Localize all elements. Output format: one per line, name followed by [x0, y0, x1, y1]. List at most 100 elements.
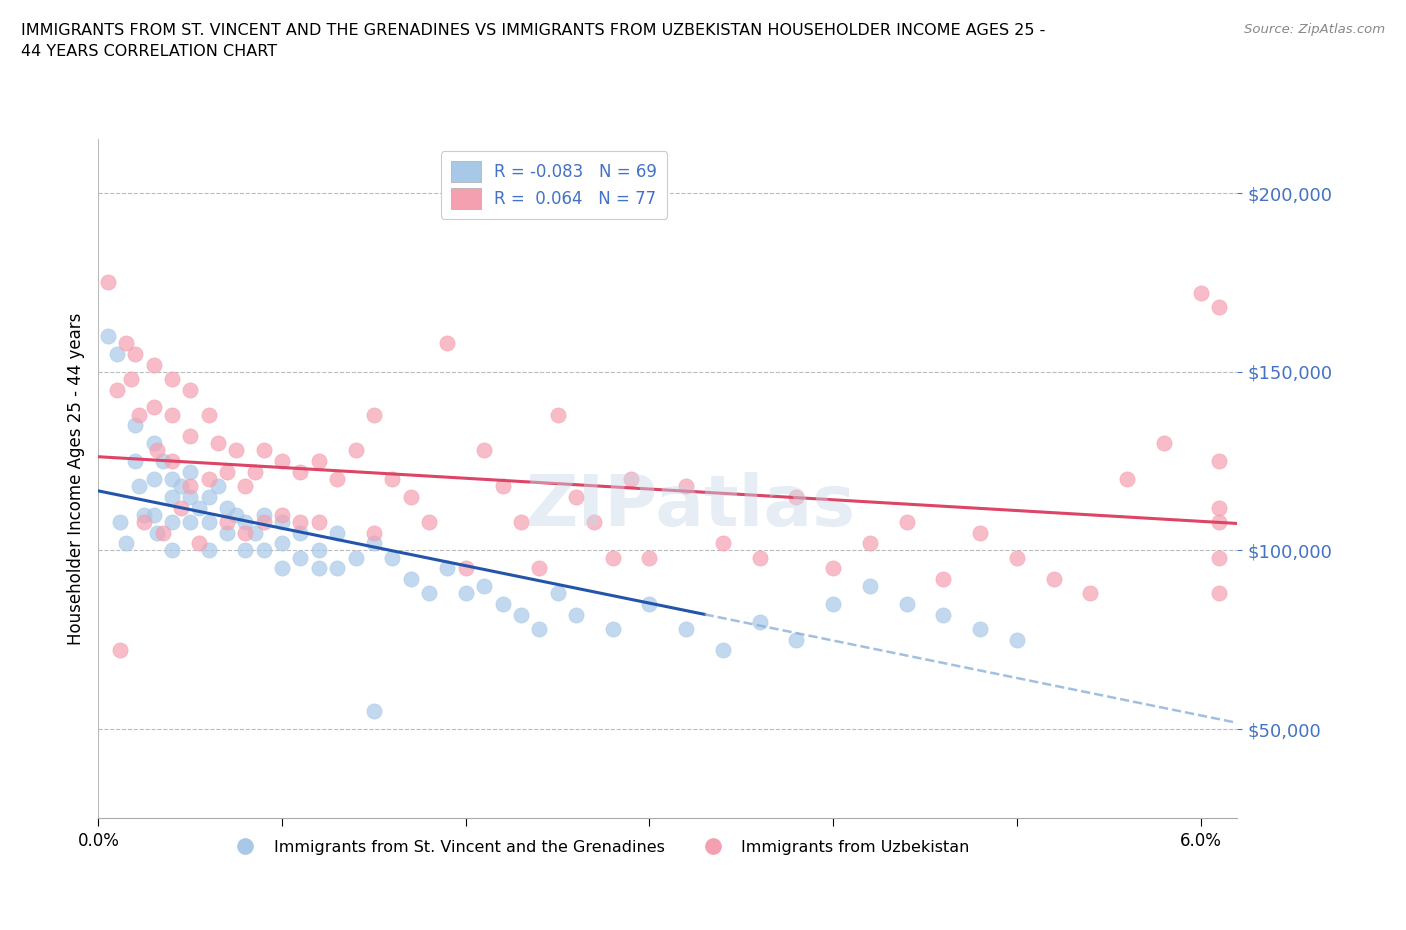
Point — [547, 586, 569, 601]
Point — [785, 489, 807, 504]
Point — [142, 400, 165, 415]
Point — [363, 407, 385, 422]
Point — [179, 382, 201, 397]
Point — [1208, 514, 1230, 529]
Point — [436, 336, 458, 351]
Point — [547, 407, 569, 422]
Point — [188, 500, 211, 515]
Point — [491, 596, 513, 611]
Point — [711, 643, 734, 658]
Point — [110, 643, 132, 658]
Point — [170, 479, 193, 494]
Point — [215, 464, 238, 479]
Point — [748, 551, 770, 565]
Point — [197, 514, 219, 529]
Point — [179, 464, 201, 479]
Point — [197, 407, 219, 422]
Point — [308, 514, 330, 529]
Point — [308, 454, 330, 469]
Point — [454, 561, 477, 576]
Point — [160, 514, 183, 529]
Text: ZIPatlas: ZIPatlas — [526, 472, 856, 540]
Point — [207, 479, 229, 494]
Point — [363, 536, 385, 551]
Point — [472, 578, 495, 593]
Point — [399, 572, 422, 587]
Point — [363, 704, 385, 719]
Point — [344, 551, 367, 565]
Point — [215, 500, 238, 515]
Point — [290, 525, 312, 540]
Point — [271, 514, 294, 529]
Point — [146, 443, 169, 458]
Point — [253, 443, 276, 458]
Point — [711, 536, 734, 551]
Point — [243, 464, 266, 479]
Point — [134, 507, 156, 522]
Point — [271, 561, 294, 576]
Point — [969, 525, 991, 540]
Point — [326, 561, 349, 576]
Point — [602, 621, 624, 636]
Point — [675, 479, 697, 494]
Point — [188, 536, 211, 551]
Point — [142, 436, 165, 451]
Point — [235, 514, 257, 529]
Point — [152, 525, 174, 540]
Point — [160, 407, 183, 422]
Point — [142, 507, 165, 522]
Point — [160, 489, 183, 504]
Point — [896, 514, 918, 529]
Point — [381, 551, 404, 565]
Point — [675, 621, 697, 636]
Point — [179, 429, 201, 444]
Point — [253, 514, 276, 529]
Point — [583, 514, 606, 529]
Point — [638, 596, 661, 611]
Point — [418, 586, 440, 601]
Point — [105, 347, 128, 362]
Point — [160, 454, 183, 469]
Point — [290, 464, 312, 479]
Point — [115, 536, 138, 551]
Point — [97, 275, 120, 290]
Point — [253, 543, 276, 558]
Point — [160, 543, 183, 558]
Point — [235, 543, 257, 558]
Point — [197, 489, 219, 504]
Point — [363, 525, 385, 540]
Point — [326, 525, 349, 540]
Point — [1208, 551, 1230, 565]
Point — [179, 479, 201, 494]
Point — [785, 632, 807, 647]
Point — [1189, 286, 1212, 300]
Point — [1153, 436, 1175, 451]
Point — [602, 551, 624, 565]
Text: Source: ZipAtlas.com: Source: ZipAtlas.com — [1244, 23, 1385, 36]
Point — [1208, 586, 1230, 601]
Point — [454, 586, 477, 601]
Point — [142, 472, 165, 486]
Point — [748, 615, 770, 630]
Point — [1005, 632, 1028, 647]
Point — [271, 507, 294, 522]
Point — [308, 543, 330, 558]
Point — [1208, 300, 1230, 315]
Text: IMMIGRANTS FROM ST. VINCENT AND THE GRENADINES VS IMMIGRANTS FROM UZBEKISTAN HOU: IMMIGRANTS FROM ST. VINCENT AND THE GREN… — [21, 23, 1046, 60]
Point — [969, 621, 991, 636]
Point — [215, 514, 238, 529]
Point — [160, 371, 183, 386]
Point — [290, 551, 312, 565]
Point — [1208, 454, 1230, 469]
Point — [509, 607, 531, 622]
Point — [121, 371, 143, 386]
Point — [142, 357, 165, 372]
Point — [932, 572, 955, 587]
Point — [823, 596, 845, 611]
Point — [896, 596, 918, 611]
Point — [472, 443, 495, 458]
Point — [207, 436, 229, 451]
Point — [308, 561, 330, 576]
Point — [565, 489, 588, 504]
Point — [179, 514, 201, 529]
